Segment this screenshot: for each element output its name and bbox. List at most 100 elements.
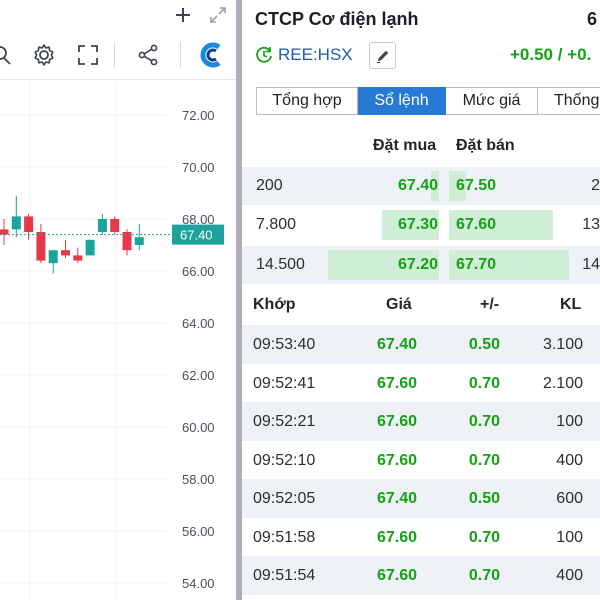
buy-header: Đặt mua — [373, 137, 437, 154]
buy-depth-bar — [382, 210, 439, 240]
trade-price: 67.60 — [376, 374, 417, 392]
pencil-icon — [375, 48, 391, 64]
ticker-symbol[interactable]: REE:HSX — [278, 45, 353, 64]
candle-body — [97, 219, 107, 232]
sell-volume: 14 — [582, 256, 600, 273]
candle-body — [122, 232, 132, 251]
buy-price[interactable]: 67.40 — [397, 177, 438, 194]
trade-volume: 100 — [556, 413, 583, 430]
order-book-row[interactable]: 7.800 67.30 67.60 13 — [242, 206, 600, 244]
plus-icon[interactable] — [172, 4, 194, 26]
toolbar-separator — [114, 42, 115, 68]
last-price: 6 — [587, 9, 598, 29]
drawing-tool-icon[interactable] — [0, 42, 12, 68]
buy-price[interactable]: 67.30 — [397, 216, 438, 233]
buy-volume: 7.800 — [256, 216, 297, 233]
candle-body — [61, 250, 70, 256]
trade-price: 67.60 — [376, 451, 417, 469]
edit-ticker-button[interactable] — [369, 42, 396, 69]
trade-change: 0.70 — [468, 528, 500, 546]
order-book-row[interactable]: 200 67.40 67.50 2 — [242, 167, 600, 205]
trade-change: 0.70 — [468, 374, 500, 392]
y-tick-label: 66.00 — [182, 264, 215, 279]
trade-time: 09:52:21 — [253, 413, 316, 430]
trade-volume: 100 — [556, 528, 583, 546]
current-price-label: 67.40 — [180, 228, 213, 243]
candle-body — [134, 237, 144, 245]
candle-body — [48, 250, 58, 264]
y-tick-label: 54.00 — [182, 576, 215, 591]
trade-volume: 3.100 — [542, 336, 583, 353]
candle-body — [36, 232, 46, 261]
buy-depth-bar — [431, 171, 439, 201]
tab-muc-gia[interactable]: Mức giá — [446, 87, 538, 115]
expand-icon[interactable] — [206, 4, 230, 26]
sell-volume: 2 — [591, 177, 600, 194]
trade-volume: 2.100 — [542, 374, 583, 392]
refresh-icon[interactable] — [254, 45, 274, 65]
y-tick-label: 58.00 — [182, 472, 215, 487]
buy-volume: 200 — [256, 177, 283, 194]
buy-price[interactable]: 67.20 — [397, 256, 438, 273]
sell-depth-bar — [449, 210, 553, 240]
tab-so-lenh[interactable]: Sổ lệnh — [358, 87, 446, 115]
chart-toolbar — [0, 30, 236, 80]
trade-row: 09:52:10 67.60 0.70 400 — [242, 441, 600, 480]
trade-time: 09:52:10 — [253, 451, 316, 469]
y-tick-label: 64.00 — [182, 316, 215, 331]
quote-tabs: Tổng hợp Sổ lệnh Mức giá Thống — [256, 87, 600, 115]
brand-logo-icon[interactable] — [196, 40, 228, 70]
y-tick-label: 62.00 — [182, 368, 215, 383]
candle-body — [11, 216, 21, 230]
trade-row: 09:52:41 67.60 0.70 2.100 — [242, 364, 600, 403]
sell-depth-bar — [449, 250, 569, 280]
candle-body — [73, 255, 83, 261]
trade-change-header: +/- — [480, 296, 500, 313]
trade-change: 0.50 — [468, 336, 500, 353]
trade-time: 09:51:58 — [253, 528, 316, 546]
chart-panel: 72.00 70.00 68.00 66.00 64.00 62.00 60.00 58.00… — [0, 0, 236, 600]
trade-volume-header: KL — [560, 296, 582, 313]
sell-price[interactable]: 67.60 — [456, 216, 497, 233]
tab-tong-hop[interactable]: Tổng hợp — [256, 87, 358, 115]
fullscreen-icon[interactable] — [75, 42, 101, 68]
trade-price: 67.60 — [376, 528, 417, 546]
trade-price: 67.60 — [376, 413, 417, 430]
trade-time: 09:51:54 — [253, 567, 316, 584]
trade-change: 0.70 — [468, 451, 500, 469]
share-icon[interactable] — [135, 42, 161, 68]
trade-time: 09:53:40 — [253, 336, 316, 353]
candlestick-chart[interactable]: 72.00 70.00 68.00 66.00 64.00 62.00 60.00 58.00… — [0, 81, 236, 600]
trade-price: 67.60 — [376, 567, 417, 584]
ticker-row: REE:HSX — [254, 41, 353, 69]
chart-svg: 72.00 70.00 68.00 66.00 64.00 62.00 60.00 58.00… — [0, 81, 224, 600]
trade-volume: 600 — [556, 490, 583, 507]
gear-icon[interactable] — [30, 41, 58, 69]
trade-row: 09:53:40 67.40 0.50 3.100 — [242, 325, 600, 364]
trade-change: 0.70 — [468, 413, 500, 430]
trade-price: 67.40 — [376, 336, 417, 353]
candle-body — [110, 219, 120, 232]
trade-time-header: Khớp — [253, 296, 296, 313]
trade-row: 09:52:21 67.60 0.70 100 — [242, 402, 600, 441]
sell-price[interactable]: 67.50 — [456, 177, 497, 194]
y-tick-label: 68.00 — [182, 212, 215, 227]
candle-body — [85, 239, 95, 256]
sell-price[interactable]: 67.70 — [456, 256, 497, 273]
candle-body — [0, 229, 9, 235]
quote-panel: CTCP Cơ điện lạnh 6 REE:HSX +0.50 / +0. … — [242, 0, 600, 600]
trade-volume: 400 — [556, 451, 583, 469]
panel-resize-handle[interactable] — [236, 0, 242, 600]
trade-time: 09:52:05 — [253, 490, 316, 507]
candle-body — [24, 216, 34, 232]
trade-row: 09:51:54 67.60 0.70 400 — [242, 556, 600, 595]
buy-depth-bar — [328, 250, 439, 280]
tab-thong-ke[interactable]: Thống — [538, 87, 600, 115]
buy-volume: 14.500 — [256, 256, 305, 273]
chart-topbar — [0, 0, 236, 30]
price-change: +0.50 / +0. — [510, 45, 592, 64]
order-book-row[interactable]: 14.500 67.20 67.70 14 — [242, 246, 600, 284]
trade-price: 67.40 — [376, 490, 417, 507]
trade-change: 0.70 — [468, 567, 500, 584]
